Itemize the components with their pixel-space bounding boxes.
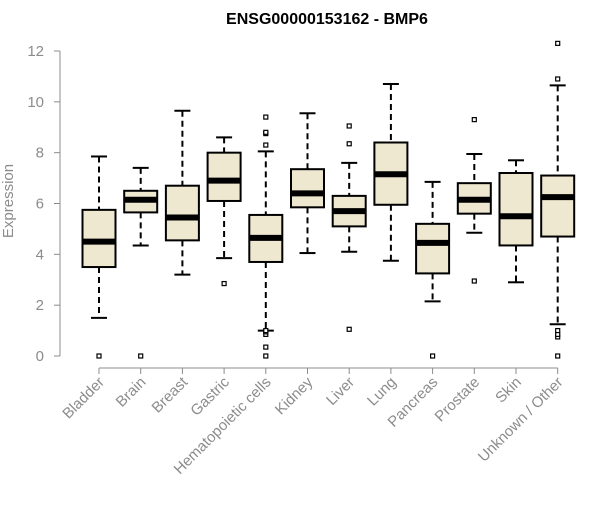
box-lung: [373, 83, 409, 262]
x-tick-label: Prostate: [432, 374, 484, 426]
box-gastric: [206, 136, 242, 287]
box-liver: [331, 123, 367, 332]
box-brain: [123, 166, 159, 359]
outlier-point: [263, 114, 269, 120]
y-tick-label: 0: [36, 348, 44, 365]
x-tick-label: Liver: [323, 374, 358, 409]
x-tick-label: Bladder: [59, 374, 108, 423]
outlier-point: [346, 123, 352, 129]
x-tick-label: Kidney: [272, 373, 317, 418]
outlier-point: [471, 117, 477, 123]
outlier-point: [263, 344, 269, 350]
outlier-point: [96, 353, 102, 359]
box-kidney: [290, 112, 325, 255]
outlier-point: [263, 142, 269, 148]
outlier-point: [263, 129, 269, 135]
outlier-point: [221, 280, 227, 287]
y-tick-label: 4: [36, 246, 44, 263]
outlier-point: [138, 353, 144, 359]
outlier-point: [555, 327, 561, 334]
box-iqr: [498, 172, 534, 247]
box-pancreas: [415, 180, 451, 359]
box-iqr: [206, 151, 242, 202]
outlier-point: [346, 141, 352, 147]
box-iqr: [290, 168, 325, 209]
x-tick-label: Lung: [364, 374, 400, 410]
y-tick-label: 6: [36, 196, 44, 213]
plot-area: [81, 40, 576, 359]
box-prostate: [456, 117, 492, 284]
y-tick-label: 10: [27, 94, 44, 111]
y-axis-label: Expression: [0, 164, 17, 238]
box-iqr: [540, 174, 576, 238]
box-bladder: [81, 155, 117, 359]
outlier-point: [555, 76, 561, 82]
box-skin: [498, 159, 534, 284]
x-tick-label: Skin: [492, 374, 525, 407]
outlier-point: [263, 327, 269, 334]
outlier-point: [471, 278, 477, 284]
y-tick-label: 2: [36, 297, 44, 314]
box-iqr: [164, 184, 200, 242]
y-tick-label: 12: [27, 43, 44, 60]
outlier-point: [346, 326, 352, 332]
chart-title: ENSG00000153162 - BMP6: [226, 11, 428, 28]
box-iqr: [81, 208, 117, 269]
outlier-point: [263, 353, 269, 359]
outlier-point: [430, 353, 436, 359]
box-hematopoietic-cells: [248, 114, 284, 359]
outlier-point: [555, 353, 561, 359]
box-iqr: [415, 222, 451, 275]
box-unknown-other: [540, 40, 576, 359]
box-breast: [164, 109, 200, 276]
outlier-point: [555, 40, 561, 46]
y-axis: 0 2 4 6 8 10 12: [27, 43, 61, 365]
y-tick-label: 8: [36, 145, 44, 162]
x-tick-label: Breast: [149, 373, 192, 416]
x-tick-label: Brain: [113, 374, 150, 411]
